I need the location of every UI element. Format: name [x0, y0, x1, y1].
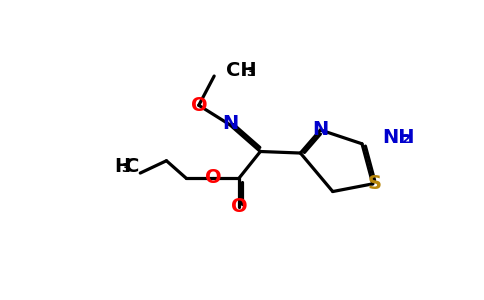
Text: C: C	[125, 157, 139, 175]
Text: NH: NH	[382, 128, 414, 147]
Text: O: O	[205, 168, 222, 187]
Text: N: N	[312, 120, 329, 139]
Text: O: O	[191, 96, 208, 115]
Text: N: N	[222, 114, 239, 133]
Text: 3: 3	[121, 162, 130, 175]
Text: H: H	[114, 157, 130, 175]
Text: 3: 3	[246, 67, 255, 80]
Text: CH: CH	[227, 61, 257, 80]
Text: 2: 2	[402, 134, 411, 146]
Text: O: O	[231, 197, 248, 216]
Text: S: S	[367, 174, 381, 193]
